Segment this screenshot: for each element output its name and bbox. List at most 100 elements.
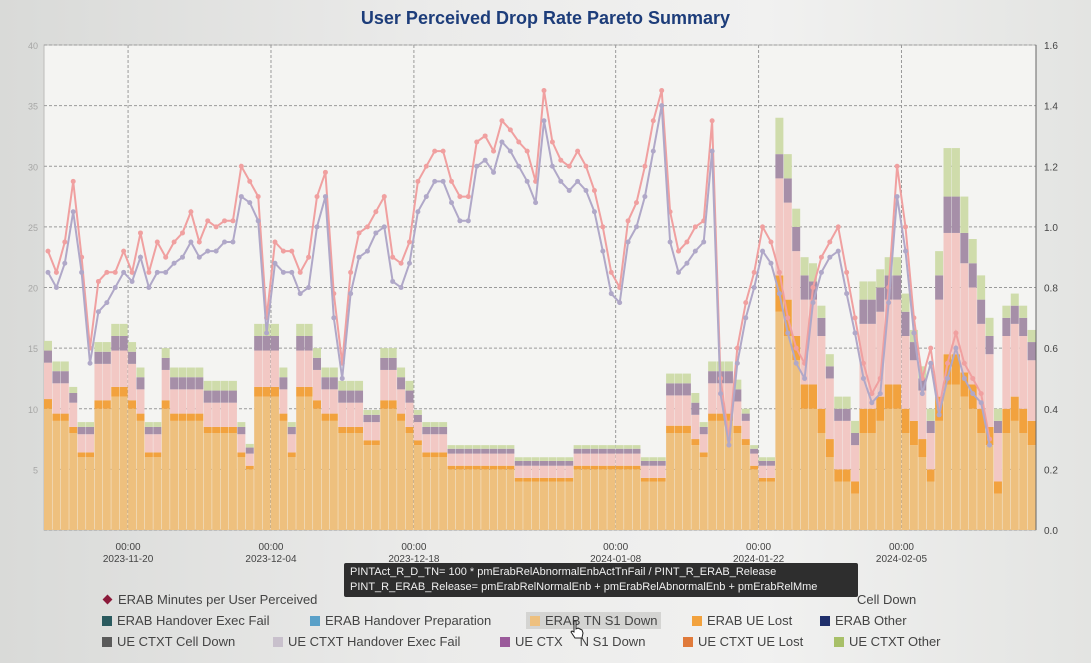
bar-segment — [540, 465, 548, 478]
bar-segment — [380, 357, 389, 370]
x-tick-date: 2024-01-08 — [590, 554, 642, 565]
bar-segment — [136, 413, 145, 421]
bar-segment — [338, 380, 347, 391]
bar-segment — [422, 434, 431, 453]
bar-segment — [993, 481, 1002, 494]
bar-segment — [86, 426, 95, 435]
bar-segment — [52, 371, 61, 384]
bar-segment — [1019, 305, 1028, 318]
bar-segment — [161, 357, 170, 370]
bar-segment — [531, 465, 540, 478]
bar-segment — [170, 389, 179, 414]
line-point — [541, 87, 547, 93]
line-point — [835, 248, 841, 254]
bar-segment — [666, 373, 675, 384]
bar-segment — [724, 361, 733, 372]
bar-segment — [523, 457, 532, 461]
legend-item-ue-ctxt-cell-down[interactable]: UE CTXT Cell Down — [102, 634, 235, 649]
bar-segment — [111, 323, 120, 336]
bar-segment — [985, 317, 994, 336]
line-point — [163, 254, 169, 260]
bar-segment — [455, 445, 464, 449]
bar-segment — [909, 420, 918, 446]
bar-segment — [338, 433, 347, 530]
y-right-tick-label: 0.4 — [1044, 405, 1058, 416]
bar-segment — [355, 426, 364, 433]
bar-segment — [338, 402, 347, 427]
bar-segment — [548, 460, 557, 466]
bar-segment — [817, 408, 826, 433]
line-point — [381, 224, 387, 230]
legend-item-cell-down[interactable]: Cell Down — [857, 592, 916, 607]
bar-segment — [44, 350, 52, 363]
bar-segment — [497, 448, 506, 454]
legend-item-erab-minutes[interactable]: ERAB Minutes per User Perceived — [102, 592, 317, 607]
bar-segment — [136, 377, 145, 390]
bar-segment — [582, 453, 591, 466]
line-point — [280, 269, 286, 275]
line-point — [205, 218, 211, 224]
bar-segment — [481, 448, 490, 454]
bar-segment — [783, 178, 792, 203]
bar-segment — [842, 408, 851, 421]
square-icon — [102, 636, 112, 647]
bar-segment — [724, 383, 733, 414]
line-point — [457, 194, 463, 200]
bar-segment — [94, 342, 103, 352]
legend-item-erab-ue-lost[interactable]: ERAB UE Lost — [692, 613, 792, 628]
line-point — [810, 300, 816, 306]
bar-segment — [329, 389, 338, 414]
bar-segment — [523, 465, 532, 478]
line-point — [793, 345, 799, 351]
bar-segment — [640, 481, 649, 530]
bar-segment — [968, 384, 977, 409]
legend-item-erab-other[interactable]: ERAB Other — [820, 613, 907, 628]
line-point — [953, 330, 959, 336]
line-point — [591, 209, 597, 215]
line-point — [415, 178, 421, 184]
bar-segment — [119, 396, 128, 530]
bar-segment — [44, 408, 52, 530]
bar-segment — [439, 422, 448, 427]
bar-segment — [792, 360, 801, 530]
bar-segment — [590, 453, 599, 466]
line-point — [432, 148, 438, 154]
bar-segment — [766, 481, 775, 530]
bar-segment — [960, 372, 969, 397]
bar-segment — [657, 460, 666, 466]
legend-item-erab-handover-preparation[interactable]: ERAB Handover Preparation — [310, 613, 491, 628]
bar-segment — [363, 422, 372, 441]
legend-item-ue-ctxt-other[interactable]: UE CTXT Other — [834, 634, 941, 649]
bar-segment — [699, 422, 708, 427]
bar-segment — [842, 481, 851, 530]
bar-segment — [186, 413, 195, 421]
bar-segment — [733, 389, 742, 402]
bar-segment — [237, 434, 246, 453]
legend-item-erab-handover-exec-fail[interactable]: ERAB Handover Exec Fail — [102, 613, 269, 628]
legend-item-erab-tn-s1-down[interactable]: ERAB TN S1 Down — [526, 612, 662, 629]
line-point — [154, 269, 160, 275]
bar-segment — [186, 389, 195, 414]
bar-segment — [69, 426, 78, 433]
bar-segment — [867, 433, 876, 530]
legend-item-ue-ctxt-handover-exec-fail[interactable]: UE CTXT Handover Exec Fail — [273, 634, 460, 649]
bar-segment — [582, 465, 591, 470]
x-tick-time: 00:00 — [116, 542, 141, 553]
bar-segment — [1010, 293, 1019, 306]
line-point — [507, 127, 513, 133]
bar-segment — [313, 408, 322, 530]
bar-segment — [455, 469, 464, 530]
line-point — [322, 194, 328, 200]
bar-segment — [691, 392, 700, 403]
line-point — [348, 291, 354, 297]
bar-segment — [111, 336, 120, 351]
bar-segment — [447, 448, 456, 454]
line-point — [238, 194, 244, 200]
bar-segment — [733, 433, 742, 530]
line-point — [558, 178, 564, 184]
bar-segment — [817, 305, 826, 318]
legend-item-ue-ctxt-s1-down[interactable]: UE CTX N S1 Down — [500, 634, 645, 649]
bar-segment — [809, 263, 818, 282]
line-point — [978, 400, 984, 406]
legend-item-ue-ctxt-ue-lost[interactable]: UE CTXT UE Lost — [683, 634, 803, 649]
